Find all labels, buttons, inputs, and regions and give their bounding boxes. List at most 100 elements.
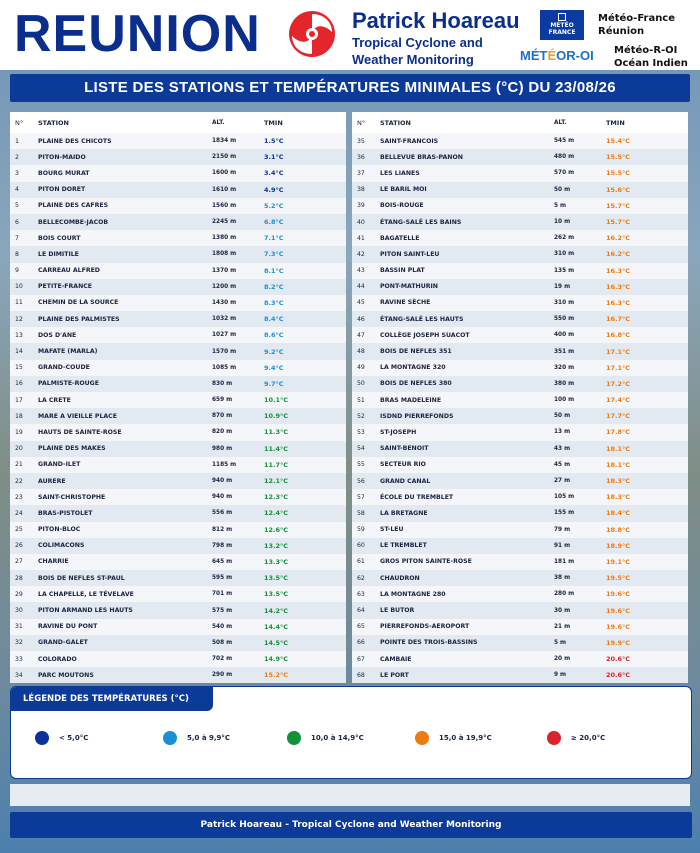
- table-row: 27 CHARRIE 645 m 13.3°C: [10, 553, 346, 571]
- station-number: 50: [357, 380, 365, 388]
- station-tmin: 17.7°C: [606, 412, 631, 421]
- station-name: LA CHAPELLE, LE TÉVELAVE: [38, 590, 134, 598]
- station-altitude: 575 m: [212, 607, 233, 614]
- station-tmin: 18.1°C: [606, 460, 631, 469]
- station-tmin: 5.2°C: [264, 201, 284, 210]
- brand-sub-1: Tropical Cyclone and: [352, 35, 483, 50]
- station-altitude: 21 m: [554, 623, 571, 630]
- station-altitude: 50 m: [554, 186, 571, 193]
- station-name: SECTEUR RIO: [380, 461, 426, 469]
- table-row: 1 PLAINE DES CHICOTS 1834 m 1.5°C: [10, 133, 346, 150]
- station-tmin: 14.5°C: [264, 638, 289, 647]
- station-altitude: 1560 m: [212, 202, 237, 209]
- station-altitude: 280 m: [554, 591, 575, 598]
- station-altitude: 1834 m: [212, 138, 237, 145]
- table-row: 47 COLLÈGE JOSEPH SUACOT 400 m 16.8°C: [352, 327, 688, 344]
- table-row: 3 BOURG MURAT 1600 m 3.4°C: [10, 165, 346, 182]
- station-number: 61: [357, 558, 365, 566]
- station-number: 40: [357, 218, 365, 226]
- station-name: POINTE DES TROIS-BASSINS: [380, 639, 478, 647]
- table-row: 39 BOIS-ROUGE 5 m 15.7°C: [352, 197, 688, 214]
- station-altitude: 262 m: [554, 235, 575, 242]
- station-altitude: 940 m: [212, 494, 233, 501]
- table-row: 2 PITON-MAIDO 2150 m 3.1°C: [10, 149, 346, 166]
- station-number: 45: [357, 299, 365, 307]
- station-name: PETITE-FRANCE: [38, 283, 93, 291]
- station-altitude: 19 m: [554, 283, 571, 290]
- station-name: ÉTANG-SALÉ LES BAINS: [380, 218, 462, 226]
- station-altitude: 10 m: [554, 219, 571, 226]
- station-number: 66: [357, 639, 365, 647]
- oi-logo-b: É: [547, 48, 557, 63]
- station-tmin: 9.2°C: [264, 347, 284, 356]
- table-row: 23 SAINT-CHRISTOPHE 940 m 12.3°C: [10, 489, 346, 506]
- table-row: 45 RAVINE SÈCHE 310 m 16.3°C: [352, 294, 688, 312]
- station-altitude: 1570 m: [212, 348, 237, 355]
- station-number: 51: [357, 396, 365, 404]
- station-number: 56: [357, 477, 365, 485]
- station-tmin: 8.2°C: [264, 282, 284, 291]
- station-number: 52: [357, 412, 365, 420]
- station-number: 59: [357, 526, 365, 534]
- station-name: SAINT-FRANCOIS: [380, 137, 439, 145]
- station-tmin: 12.1°C: [264, 477, 289, 486]
- table-row: 13 DOS D'ANE 1027 m 8.6°C: [10, 327, 346, 344]
- station-altitude: 545 m: [554, 138, 575, 145]
- station-altitude: 2245 m: [212, 219, 237, 226]
- station-tmin: 12.3°C: [264, 493, 289, 502]
- table-row: 31 RAVINE DU PONT 540 m 14.4°C: [10, 618, 346, 635]
- station-name: LES LIANES: [380, 169, 420, 177]
- station-altitude: 1370 m: [212, 267, 237, 274]
- col-tmin-header: TMIN: [606, 118, 625, 127]
- table-row: 64 LE BUTOR 30 m 19.6°C: [352, 602, 688, 619]
- legend-item: 10,0 à 14,9°C: [287, 731, 364, 745]
- station-tmin: 15.2°C: [264, 671, 289, 680]
- station-number: 8: [15, 250, 19, 258]
- station-altitude: 91 m: [554, 542, 571, 549]
- station-number: 15: [15, 364, 23, 372]
- station-tmin: 3.4°C: [264, 169, 284, 178]
- station-altitude: 701 m: [212, 591, 233, 598]
- station-tmin: 18.3°C: [606, 493, 631, 502]
- table-row: 41 BAGATELLE 262 m 16.2°C: [352, 230, 688, 247]
- station-number: 26: [15, 542, 23, 550]
- station-altitude: 9 m: [554, 672, 567, 679]
- station-altitude: 702 m: [212, 656, 233, 663]
- legend-dot-icon: [35, 731, 49, 745]
- table-row: 58 LA BRETAGNE 155 m 18.4°C: [352, 505, 688, 522]
- table-row: 38 LE BARIL MOI 50 m 15.6°C: [352, 181, 688, 198]
- station-number: 64: [357, 607, 365, 615]
- station-altitude: 1380 m: [212, 235, 237, 242]
- station-name: COLORADO: [38, 655, 77, 663]
- station-tmin: 14.9°C: [264, 655, 289, 664]
- station-altitude: 812 m: [212, 526, 233, 533]
- station-name: CHARRIE: [38, 558, 69, 566]
- station-name: LE PORT: [380, 671, 409, 679]
- table-row: 24 BRAS-PISTOLET 556 m 12.4°C: [10, 505, 346, 522]
- station-altitude: 38 m: [554, 575, 571, 582]
- oi-logo-a: MÉT: [520, 48, 548, 63]
- station-number: 13: [15, 331, 23, 339]
- legend-title: LÉGENDE DES TEMPÉRATURES (°C): [11, 687, 213, 711]
- station-altitude: 1600 m: [212, 170, 237, 177]
- station-tmin: 17.1°C: [606, 347, 631, 356]
- station-name: BOURG MURAT: [38, 169, 90, 177]
- mf-line-1: Météo-France: [598, 13, 676, 24]
- table-row: 32 GRAND-GALET 508 m 14.5°C: [10, 634, 346, 651]
- station-name: RAVINE DU PONT: [38, 623, 98, 631]
- table-row: 37 LES LIANES 570 m 15.5°C: [352, 165, 688, 182]
- station-number: 31: [15, 623, 23, 631]
- station-tmin: 3.1°C: [264, 153, 284, 162]
- station-number: 3: [15, 169, 19, 177]
- table-row: 46 ÉTANG-SALÉ LES HAUTS 550 m 16.7°C: [352, 311, 688, 328]
- station-altitude: 27 m: [554, 478, 571, 485]
- station-name: COLIMACONS: [38, 542, 85, 550]
- station-tmin: 6.8°C: [264, 218, 284, 227]
- station-tmin: 16.3°C: [606, 298, 631, 307]
- station-name: PITON-MAIDO: [38, 153, 86, 161]
- table-row: 67 CAMBAIE 20 m 20.6°C: [352, 651, 688, 668]
- station-name: AURERE: [38, 477, 66, 485]
- table-row: 44 PONT-MATHURIN 19 m 16.3°C: [352, 278, 688, 295]
- station-name: PLAINE DES CAFRES: [38, 202, 109, 210]
- station-tmin: 15.7°C: [606, 218, 631, 227]
